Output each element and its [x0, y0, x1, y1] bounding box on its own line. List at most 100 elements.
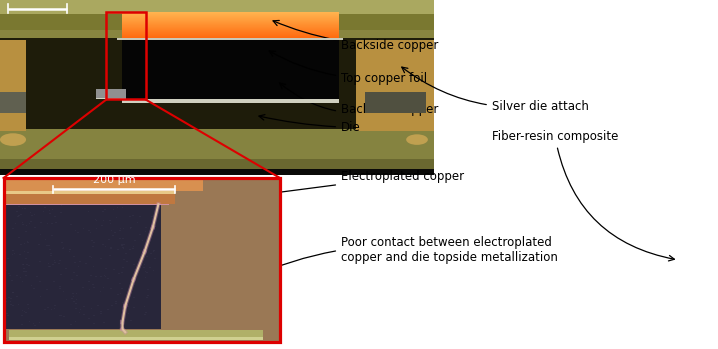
Bar	[121, 16, 339, 17]
Bar	[83, 306, 85, 307]
Bar	[103, 287, 104, 288]
Bar	[100, 258, 102, 259]
Bar	[127, 306, 129, 307]
Bar	[24, 208, 26, 209]
Bar	[129, 248, 131, 250]
Bar	[121, 15, 339, 16]
Bar	[39, 261, 41, 262]
Bar	[121, 272, 123, 273]
Bar	[126, 261, 128, 262]
Bar	[121, 244, 123, 245]
Bar	[17, 211, 18, 212]
Bar	[10, 266, 11, 267]
Bar	[95, 89, 126, 99]
Bar	[75, 308, 77, 309]
Bar	[121, 22, 339, 23]
Bar	[27, 240, 29, 242]
Bar	[121, 25, 339, 26]
Bar	[24, 243, 25, 244]
Bar	[59, 288, 60, 289]
Text: Die: Die	[259, 114, 361, 134]
Bar	[47, 223, 48, 224]
Bar	[18, 206, 19, 207]
Bar	[9, 273, 10, 274]
Bar	[73, 272, 75, 273]
Bar	[80, 261, 81, 262]
Bar	[121, 29, 339, 30]
Bar	[119, 238, 121, 239]
Bar	[22, 281, 24, 282]
Bar	[113, 269, 115, 270]
Bar	[139, 234, 141, 235]
Bar	[95, 219, 96, 220]
Bar	[144, 264, 145, 265]
Bar	[31, 284, 32, 285]
Bar	[62, 247, 64, 248]
Bar	[111, 248, 112, 249]
Bar	[121, 39, 339, 40]
Bar	[7, 315, 9, 316]
Bar	[25, 258, 27, 259]
Bar	[11, 280, 13, 281]
Bar	[73, 296, 74, 297]
Bar	[122, 310, 123, 311]
Bar	[80, 309, 81, 310]
Bar	[0, 92, 26, 113]
Bar	[22, 222, 23, 223]
Bar	[0, 40, 26, 131]
Bar	[134, 269, 136, 270]
Bar	[33, 323, 34, 324]
Bar	[151, 216, 153, 217]
Bar	[121, 15, 339, 16]
Bar	[27, 304, 29, 305]
Bar	[121, 32, 339, 33]
Text: Poor contact between electroplated
copper and die topside metallization: Poor contact between electroplated coppe…	[251, 236, 558, 278]
Bar	[121, 13, 339, 14]
Bar	[121, 17, 339, 18]
Bar	[153, 250, 154, 251]
Bar	[121, 14, 339, 15]
Bar	[121, 23, 339, 24]
Bar	[10, 302, 11, 303]
Bar	[54, 260, 55, 261]
Bar	[34, 227, 36, 228]
Bar	[102, 210, 104, 211]
Text: Silver die attach: Silver die attach	[402, 67, 589, 113]
Bar	[121, 31, 339, 32]
Bar	[12, 228, 14, 229]
Bar	[22, 310, 24, 311]
Bar	[111, 246, 112, 247]
Bar	[0, 159, 434, 169]
Bar	[70, 204, 71, 205]
Bar	[133, 264, 135, 265]
Bar	[121, 23, 339, 24]
Circle shape	[406, 134, 428, 145]
Bar	[121, 12, 339, 13]
Text: Electroplated copper: Electroplated copper	[259, 170, 464, 197]
Bar	[132, 215, 134, 216]
Bar	[20, 214, 22, 215]
Bar	[4, 178, 202, 191]
Bar	[60, 260, 61, 261]
Bar	[14, 223, 17, 224]
Bar	[123, 248, 124, 249]
Bar	[21, 324, 23, 325]
Bar	[117, 207, 118, 208]
Bar	[121, 245, 123, 246]
Bar	[22, 264, 24, 265]
Bar	[129, 216, 131, 217]
Bar	[31, 215, 33, 216]
Bar	[121, 26, 339, 27]
Bar	[121, 36, 339, 37]
Bar	[129, 290, 131, 291]
Bar	[134, 297, 135, 298]
Bar	[17, 304, 19, 305]
Bar	[105, 276, 106, 277]
Bar	[152, 228, 154, 229]
Bar	[75, 230, 76, 231]
Bar	[51, 235, 53, 236]
Bar	[133, 246, 134, 247]
Bar	[55, 216, 56, 217]
Bar	[95, 228, 98, 229]
Bar	[144, 314, 146, 315]
